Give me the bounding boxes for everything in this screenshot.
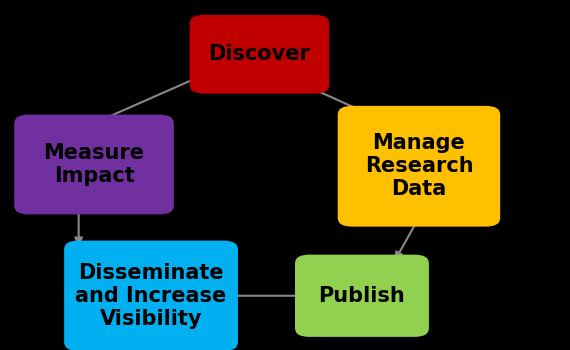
FancyBboxPatch shape bbox=[295, 255, 429, 337]
Text: Discover: Discover bbox=[209, 44, 310, 64]
Text: Measure
Impact: Measure Impact bbox=[43, 143, 145, 186]
Text: Publish: Publish bbox=[319, 286, 405, 306]
Text: Disseminate
and Increase
Visibility: Disseminate and Increase Visibility bbox=[75, 262, 227, 329]
FancyBboxPatch shape bbox=[14, 115, 174, 214]
Text: Manage
Research
Data: Manage Research Data bbox=[365, 133, 473, 200]
FancyBboxPatch shape bbox=[337, 106, 500, 227]
FancyBboxPatch shape bbox=[64, 241, 238, 350]
FancyBboxPatch shape bbox=[189, 15, 329, 93]
